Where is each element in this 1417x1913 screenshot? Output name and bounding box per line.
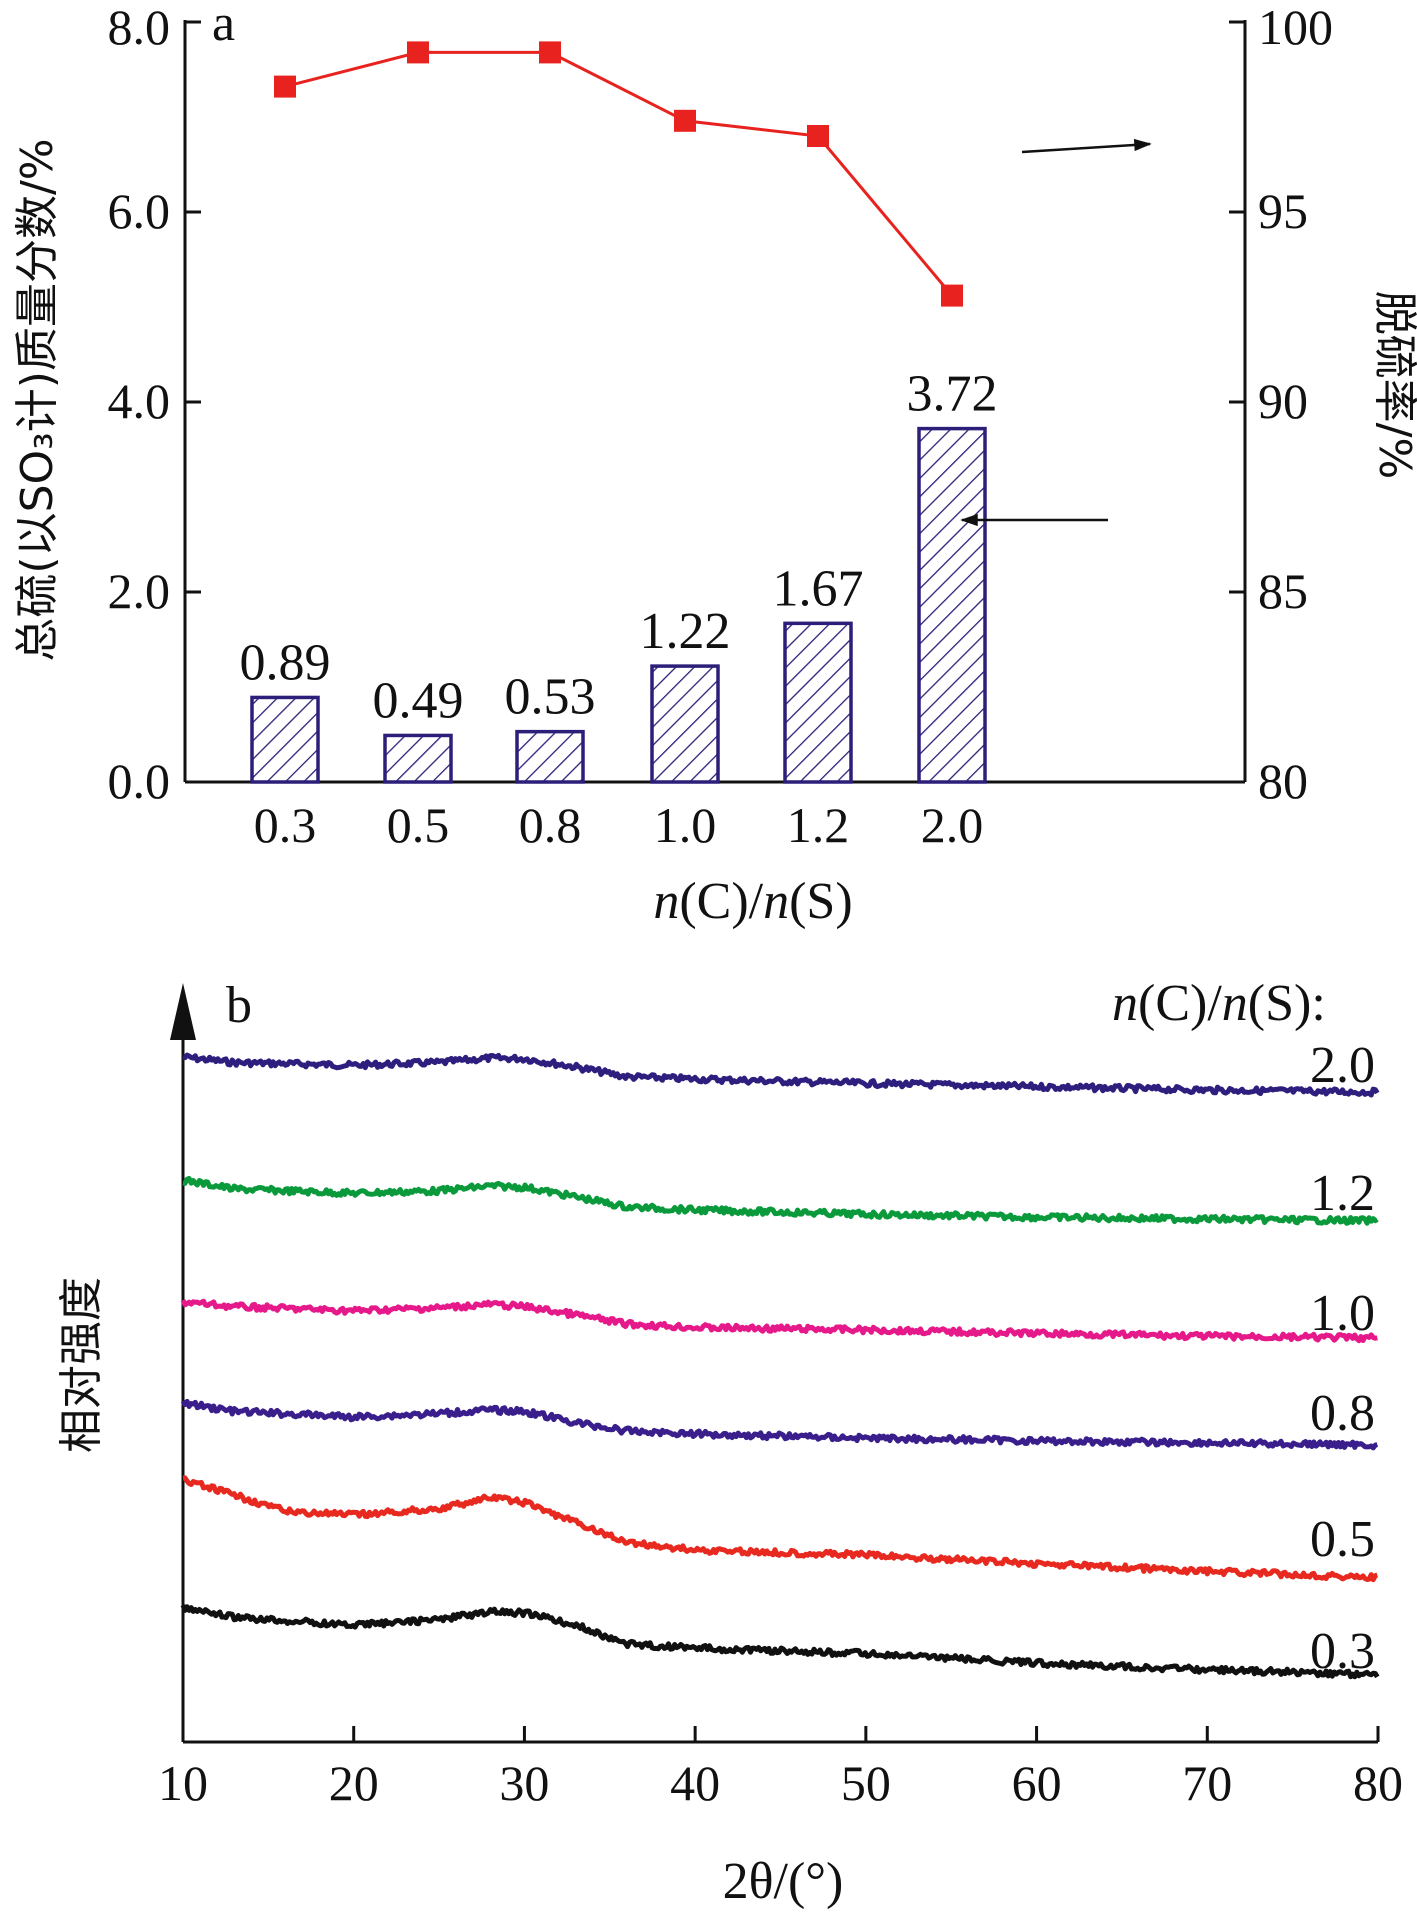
x-category-label: 0.3 [254,797,317,853]
x-category-label: 2.0 [921,797,984,853]
left-y-ticks [185,20,201,784]
right-tick-label: 80 [1258,753,1308,809]
bar-data-label: 0.53 [505,669,596,726]
bar [383,733,453,784]
left-tick-label: 6.0 [108,183,171,239]
right-tick-label: 100 [1258,0,1333,55]
curve-label: 1.2 [1310,1165,1375,1222]
x-ticks-b: 10 20 30 40 50 60 70 80 [158,1726,1403,1811]
xrd-curve [180,1604,1380,1680]
line-path [284,50,954,297]
x-tick-label: 50 [841,1755,891,1811]
right-y-ticks [1229,20,1245,784]
x-tick-label: 60 [1012,1755,1062,1811]
bar-data-label: 1.22 [640,603,731,660]
right-tick-label: 90 [1258,373,1308,429]
curve-label: 2.0 [1310,1037,1375,1094]
line-marker [274,75,296,98]
bar-data-label: 3.72 [907,366,998,423]
bar-data-label: 0.49 [373,672,464,729]
panel-a: a 0.0 2.0 4.0 6.0 8.0 80 85 90 95 100 [12,0,1417,930]
x-category-labels: 0.3 0.5 0.8 1.0 1.2 2.0 [254,797,984,853]
x-axis-title-a: n(C)/n(S) [653,873,852,930]
left-y-axis-title: 总硫(以SO₃计)质量分数/% [12,138,63,661]
line-marker [807,125,829,147]
curve-label: 0.3 [1310,1623,1375,1680]
left-tick-label: 2.0 [108,563,171,619]
x-category-label: 1.2 [787,797,850,853]
right-tick-label: 85 [1258,563,1308,619]
left-tick-label: 4.0 [108,373,171,429]
left-tick-label: 0.0 [108,753,171,809]
curve-label: 0.8 [1310,1385,1375,1442]
bar-data-label: 0.89 [240,634,331,691]
bar-data-label: 1.67 [773,560,864,617]
panel-b-label: b [226,977,252,1034]
bar [650,664,720,784]
line-marker [407,41,429,64]
x-tick-label: 80 [1353,1755,1403,1811]
line-marker [539,41,561,64]
curve-label: 1.0 [1310,1285,1375,1342]
line-marker [941,284,963,307]
xrd-curve [182,1175,1379,1226]
xrd-curve [180,1398,1379,1451]
bar [917,426,987,784]
x-category-label: 0.5 [387,797,450,853]
left-tick-label: 8.0 [108,0,171,55]
xrd-curve [182,1475,1379,1583]
x-category-label: 1.0 [654,797,717,853]
x-tick-label: 30 [499,1755,549,1811]
x-tick-label: 20 [329,1755,379,1811]
x-tick-label: 10 [158,1755,208,1811]
xrd-curves: 2.0 1.2 1.0 0.8 0.5 0.3 [180,1037,1380,1680]
legend-title: n(C)/n(S): [1112,975,1326,1032]
right-y-axis-title: 脱硫率/% [1369,291,1417,480]
right-axis-arrow [1021,138,1152,154]
curve-label: 0.5 [1310,1511,1375,1568]
right-tick-label: 95 [1258,183,1308,239]
xrd-curve [182,1052,1380,1098]
y-axis-title-b: 相对强度 [56,1277,107,1453]
x-category-label: 0.8 [519,797,582,853]
x-tick-label: 40 [670,1755,720,1811]
y-axis-arrowhead [170,983,196,1040]
bar-series: 0.89 0.49 0.53 1.22 1.67 3.72 [240,366,998,784]
bar [515,729,585,784]
x-axis-title-b: 2θ/(°) [723,1853,844,1910]
bar [783,621,853,784]
desulfurization-line [274,41,963,307]
panel-a-label: a [212,0,235,52]
x-tick-label: 70 [1182,1755,1232,1811]
panel-b: b 10 20 30 40 50 60 70 80 2.0 1.2 1.0 0.8 0.5 0.3 n(… [56,975,1403,1910]
bar [250,695,320,784]
line-marker [674,109,696,132]
xrd-curve [180,1298,1378,1344]
